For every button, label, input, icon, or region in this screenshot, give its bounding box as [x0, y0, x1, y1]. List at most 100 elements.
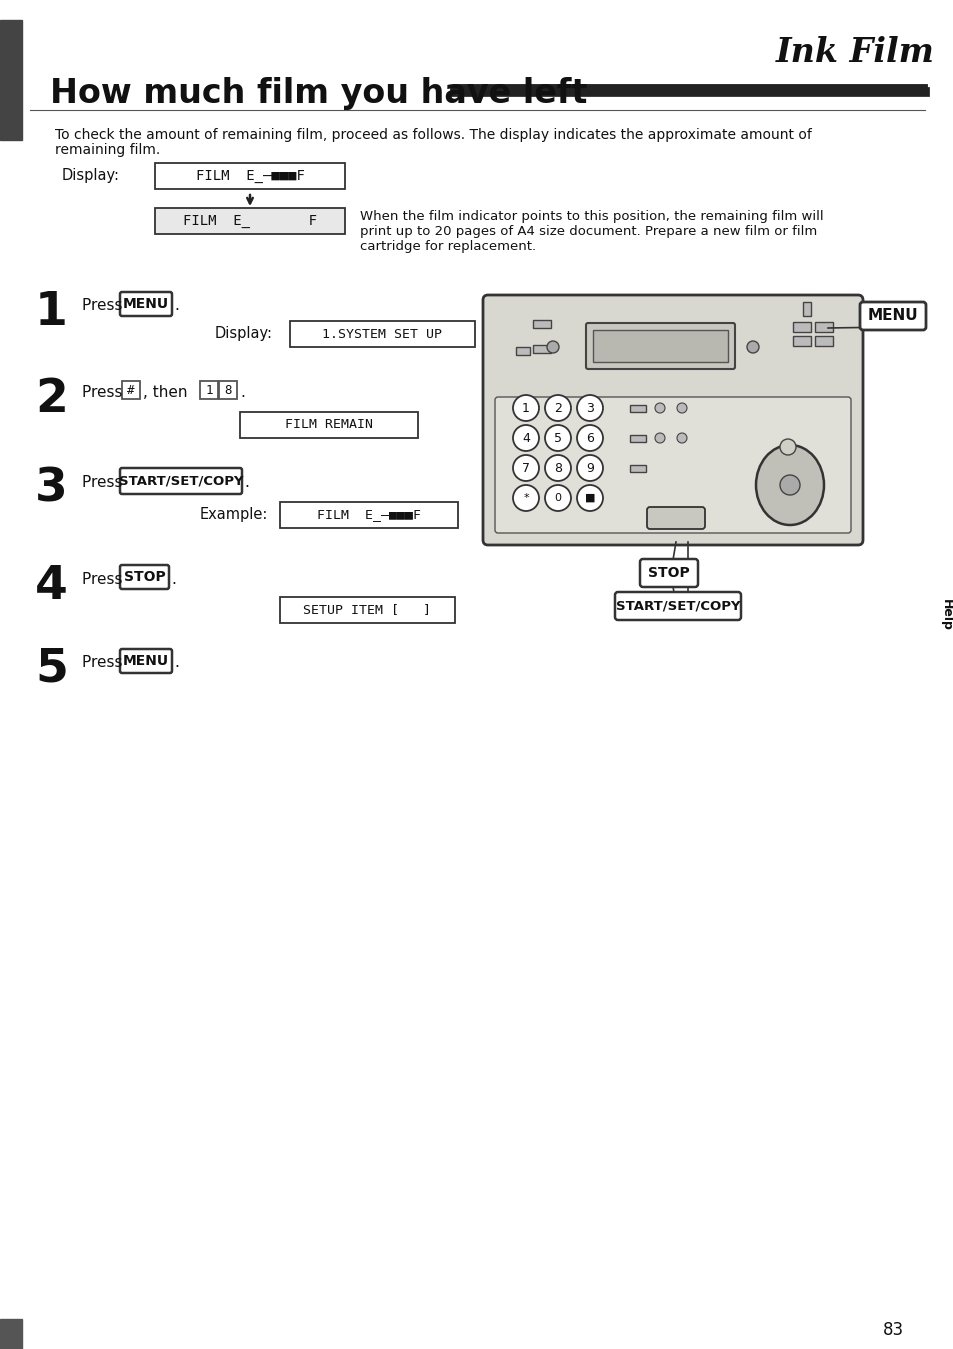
- Ellipse shape: [755, 445, 823, 525]
- Circle shape: [780, 438, 795, 455]
- Text: Press: Press: [82, 656, 128, 670]
- Bar: [290, 321, 475, 347]
- Bar: [792, 322, 810, 332]
- Text: 1.SYSTEM SET UP: 1.SYSTEM SET UP: [322, 328, 442, 340]
- Circle shape: [655, 433, 664, 442]
- Circle shape: [544, 455, 571, 482]
- Text: 9: 9: [585, 461, 594, 475]
- Text: 1: 1: [35, 290, 68, 335]
- FancyBboxPatch shape: [585, 322, 734, 370]
- FancyBboxPatch shape: [495, 397, 850, 533]
- Bar: [280, 502, 457, 527]
- FancyBboxPatch shape: [120, 291, 172, 316]
- Bar: [792, 336, 810, 345]
- Text: STOP: STOP: [647, 567, 689, 580]
- Text: 2: 2: [554, 402, 561, 414]
- Text: 5: 5: [35, 648, 68, 692]
- Text: Display:: Display:: [62, 169, 120, 183]
- Text: .: .: [244, 475, 249, 490]
- Bar: [0, 20, 22, 140]
- FancyBboxPatch shape: [615, 592, 740, 621]
- Circle shape: [513, 486, 538, 511]
- Text: 4: 4: [521, 432, 529, 445]
- Bar: [240, 411, 417, 438]
- Bar: [629, 434, 645, 442]
- Text: Press: Press: [82, 475, 128, 490]
- Bar: [200, 380, 218, 399]
- Bar: [802, 302, 810, 316]
- Text: FILM REMAIN: FILM REMAIN: [285, 418, 373, 432]
- Bar: [593, 331, 727, 362]
- Bar: [154, 163, 345, 189]
- Text: 83: 83: [882, 1321, 902, 1340]
- Text: 4: 4: [35, 564, 68, 608]
- Text: STOP: STOP: [124, 571, 165, 584]
- Circle shape: [544, 425, 571, 451]
- Text: Help: Help: [939, 599, 951, 631]
- Text: ■: ■: [584, 492, 595, 503]
- Circle shape: [577, 455, 602, 482]
- Circle shape: [577, 486, 602, 511]
- Text: 1: 1: [521, 402, 529, 414]
- Text: 3: 3: [35, 467, 68, 513]
- Circle shape: [677, 403, 686, 413]
- Circle shape: [577, 395, 602, 421]
- Text: Display:: Display:: [214, 326, 273, 341]
- FancyBboxPatch shape: [639, 558, 698, 587]
- Text: Press: Press: [82, 384, 128, 401]
- Circle shape: [780, 475, 800, 495]
- Text: MENU: MENU: [867, 309, 918, 324]
- Bar: [629, 405, 645, 411]
- Text: To check the amount of remaining film, proceed as follows. The display indicates: To check the amount of remaining film, p…: [55, 128, 811, 142]
- Text: Press: Press: [82, 298, 128, 313]
- Text: 0: 0: [554, 492, 561, 503]
- Text: 5: 5: [554, 432, 561, 445]
- Text: .: .: [173, 656, 178, 670]
- Text: 3: 3: [585, 402, 594, 414]
- Circle shape: [544, 395, 571, 421]
- Text: 8: 8: [554, 461, 561, 475]
- Text: 2: 2: [35, 376, 68, 422]
- Text: START/SET/COPY: START/SET/COPY: [118, 475, 243, 487]
- Circle shape: [677, 433, 686, 442]
- Circle shape: [513, 455, 538, 482]
- Text: SETUP ITEM [   ]: SETUP ITEM [ ]: [303, 603, 431, 616]
- Bar: [533, 320, 551, 328]
- FancyBboxPatch shape: [120, 649, 172, 673]
- Circle shape: [513, 425, 538, 451]
- Bar: [516, 347, 530, 355]
- Bar: [154, 208, 345, 233]
- Text: , then: , then: [143, 384, 193, 401]
- Bar: [280, 598, 455, 623]
- Text: FILM  E_       F: FILM E_ F: [183, 214, 316, 228]
- Text: How much film you have left: How much film you have left: [50, 77, 587, 109]
- Text: .: .: [171, 572, 175, 587]
- Text: .: .: [240, 384, 245, 401]
- Text: 8: 8: [224, 383, 232, 397]
- Text: 7: 7: [521, 461, 530, 475]
- Circle shape: [746, 341, 759, 353]
- Text: 6: 6: [585, 432, 594, 445]
- Text: Press: Press: [82, 572, 128, 587]
- Text: MENU: MENU: [123, 654, 169, 668]
- FancyBboxPatch shape: [120, 468, 242, 494]
- Bar: [219, 380, 236, 399]
- Bar: [814, 336, 832, 345]
- Text: Ink Film: Ink Film: [775, 35, 934, 69]
- Text: #: #: [127, 383, 134, 397]
- Bar: [814, 322, 832, 332]
- Bar: [0, 1319, 22, 1349]
- Text: FILM  E_—■■■F: FILM E_—■■■F: [316, 509, 420, 522]
- Text: FILM  E_—■■■F: FILM E_—■■■F: [195, 169, 304, 183]
- FancyBboxPatch shape: [120, 565, 169, 590]
- Circle shape: [513, 395, 538, 421]
- Text: Example:: Example:: [200, 507, 268, 522]
- Text: MENU: MENU: [123, 297, 169, 312]
- Bar: [122, 380, 140, 399]
- Circle shape: [655, 403, 664, 413]
- Text: START/SET/COPY: START/SET/COPY: [615, 599, 740, 612]
- Text: *: *: [522, 492, 528, 503]
- Circle shape: [546, 341, 558, 353]
- FancyBboxPatch shape: [482, 295, 862, 545]
- FancyBboxPatch shape: [859, 302, 925, 331]
